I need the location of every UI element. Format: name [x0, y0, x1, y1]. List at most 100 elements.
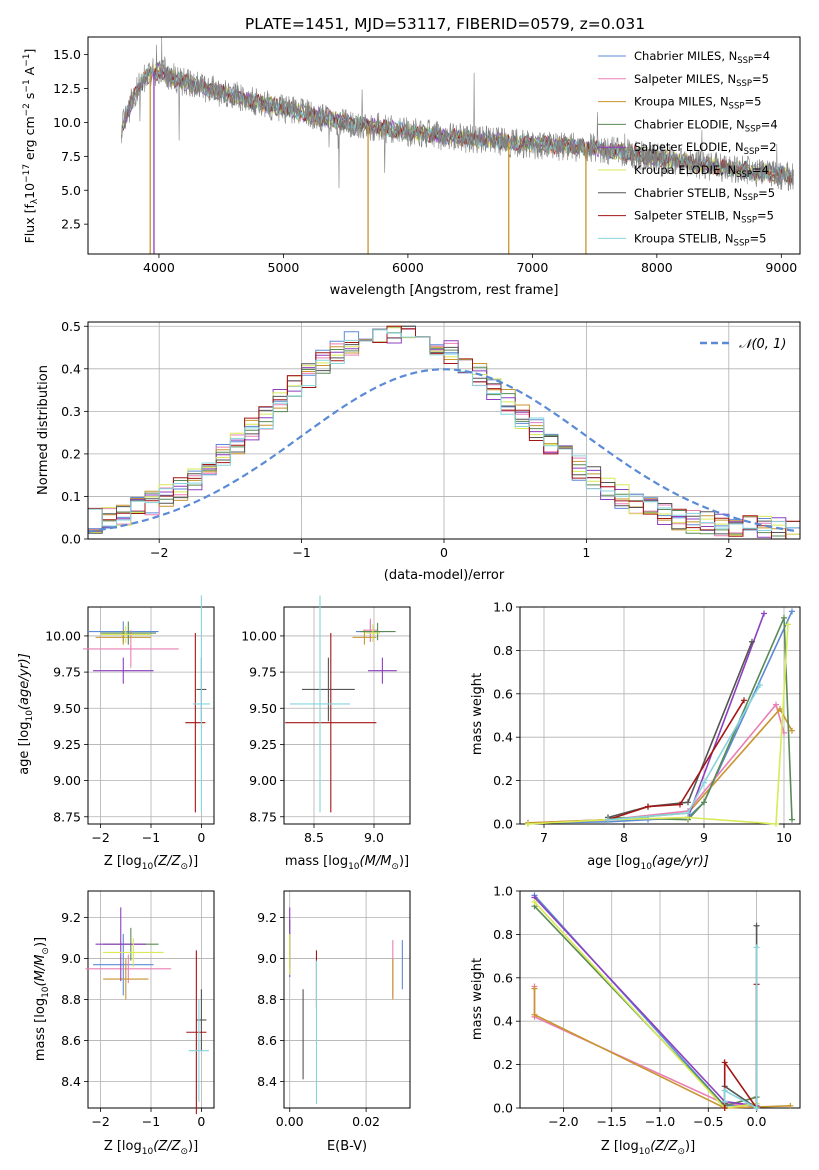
spectrum-observed [121, 37, 794, 191]
massweight_vs_age-marker-5-4 [785, 621, 791, 628]
legend-label-count-6: =5 [758, 186, 775, 200]
massweight_vs_age-marker-2-3 [777, 705, 783, 712]
spectrum-xtick-label-5: 9000 [765, 260, 797, 275]
age_vs_mass-ytick-label-2: 9.25 [249, 737, 277, 752]
legend-label-text-7: Salpeter STELIB, N [634, 209, 741, 223]
massweight_vs_Z-marker-5-0 [531, 898, 538, 905]
legend-label-0: Chabrier MILES, NSSP=4 [634, 49, 770, 66]
legend-label-count-5: =4 [752, 163, 769, 177]
massweight_vs_Z-marker-8-2 [753, 1105, 760, 1111]
mass_vs_ebv-ytick-label-1: 8.6 [257, 1033, 277, 1048]
histogram-y-label: Normed distribution [36, 365, 51, 495]
legend-label-text-2: Kroupa MILES, N [634, 95, 729, 109]
massweight_vs_age-series-7 [607, 699, 745, 821]
legend-label-text-4: Salpeter ELODIE, N [634, 140, 744, 154]
massweight_vs_Z-xtick-label-0: −2.0 [548, 1114, 578, 1129]
massweight_vs_Z-ytick-label-2: 0.4 [493, 1014, 513, 1029]
legend-label-text-1: Salpeter MILES, N [634, 72, 736, 86]
legend-label-count-8: =5 [749, 231, 766, 245]
spectrum-xtick-label-1: 5000 [268, 260, 300, 275]
massweight_vs_Z-ytick-label-4: 0.8 [493, 927, 513, 942]
spectrum-ytick-label-2: 7.5 [61, 149, 81, 164]
mass_vs_Z-ytick-label-2: 8.8 [61, 992, 81, 1007]
massweight_vs_Z-marker-8-3 [753, 944, 760, 951]
legend-label-text-5: Kroupa ELODIE, N [634, 163, 736, 177]
massweight_vs_Z-marker-8-1 [721, 1087, 728, 1094]
figure-title: PLATE=1451, MJD=53117, FIBERID=0579, z=0… [245, 15, 645, 33]
massweight_vs_age-marker-3-4 [789, 816, 795, 823]
spectrum-panel: 4000 5000 6000 7000 8000 9000 2.5 5.0 7.5 10.0 12.… [22, 36, 801, 298]
legend-label-sub-0: SSP [737, 56, 753, 66]
age_vs_mass-ytick-label-3: 9.50 [249, 701, 277, 716]
massweight_vs_Z-marker-2-1 [531, 1011, 538, 1018]
mass-vs-metallicity-panel: −2 −1 0 8.4 8.6 8.8 9.0 9.2 [61, 890, 215, 1129]
legend-label-sub-6: SSP [742, 193, 758, 203]
residuals-ytick-label-5: 0.5 [61, 319, 81, 334]
massweight_vs_Z-series-3 [533, 905, 757, 1107]
residuals-ytick-label-0: 0.0 [61, 532, 81, 547]
legend-label-sub-7: SSP [741, 216, 757, 226]
residual-histogram-panel: −2 −1 0 1 2 0.0 0.1 0.2 0.3 0.4 0.5 𝒩(0, 1) (data-… [36, 319, 801, 583]
age_vs_mass-ytick-label-0: 8.75 [249, 809, 277, 824]
age_vs_Z-ytick-label-2: 9.25 [53, 737, 81, 752]
hist-model-8 [88, 329, 800, 537]
normal-legend-label: 𝒩(0, 1) [739, 337, 786, 352]
massweight_vs_age-marker-8-3 [757, 682, 763, 689]
spectrum-xtick-label-4: 8000 [641, 260, 673, 275]
age_vs_mass-xtick-label-0: 8.5 [304, 830, 324, 845]
legend-label-5: Kroupa ELODIE, NSSP=4 [634, 163, 769, 180]
legend-label-count-7: =5 [757, 209, 774, 223]
massweight-vs-age-panel: 7 8 9 10 0.0 0.2 0.4 0.6 0.8 1.0 [493, 600, 801, 845]
residuals-ytick-label-1: 0.1 [61, 489, 81, 504]
massweight_vs_age-xtick-label-0: 7 [540, 830, 548, 845]
spectrum-frame [87, 36, 801, 255]
legend-label-sub-2: SSP [729, 102, 745, 112]
massweight_vs_age-ytick-label-4: 0.8 [493, 643, 513, 658]
massweight_vs_Z-xtick-label-2: −1.0 [645, 1114, 675, 1129]
massweight_vs_Z-xtick-label-3: −0.5 [693, 1114, 723, 1129]
massweight_vs_Z-frame [519, 890, 801, 1109]
age_vs_mass-frame [283, 606, 411, 825]
spectrum-ytick-label-1: 5.0 [61, 183, 81, 198]
ageM-x-label: mass [log10(M/M⊙)] [285, 854, 409, 872]
age_vs_Z-frame [87, 606, 215, 825]
mass_vs_ebv-ytick-label-4: 9.2 [257, 910, 277, 925]
age_vs_Z-xtick-label-0: −2 [91, 830, 109, 845]
massweight_vs_age-marker-1-3 [773, 701, 779, 708]
spectrum-x-label: wavelength [Angstrom, rest frame] [330, 283, 559, 298]
mass_vs_ebv-ytick-label-0: 8.4 [257, 1074, 277, 1089]
mass_vs_ebv-xtick-label-0: 0.00 [276, 1114, 304, 1129]
mass_vs_ebv-xtick-label-1: 0.02 [352, 1114, 380, 1129]
legend-label-8: Kroupa STELIB, NSSP=5 [634, 231, 766, 248]
mass_vs_ebv-ytick-label-2: 8.8 [257, 992, 277, 1007]
mwZ-x-label: Z [log10(Z/Z⊙)] [601, 1139, 695, 1157]
age_vs_mass-ytick-label-4: 9.75 [249, 665, 277, 680]
massweight_vs_age-marker-0-2 [645, 816, 651, 823]
massweight_vs_Z-ytick-label-3: 0.6 [493, 970, 513, 985]
mass_vs_Z-ytick-label-1: 8.6 [61, 1033, 81, 1048]
massweight_vs_Z-series-2 [533, 988, 791, 1109]
residuals-xtick-label-1: −1 [292, 545, 310, 560]
massweight_vs_age-marker-4-1 [761, 610, 767, 617]
massweight_vs_age-marker-3-2 [701, 799, 707, 806]
mass_vs_ebv-ytick-label-3: 9.0 [257, 951, 277, 966]
massweight_vs_age-xtick-label-1: 8 [620, 830, 628, 845]
massweight_vs_age-ytick-label-1: 0.2 [493, 773, 513, 788]
age_vs_mass-xtick-label-1: 9.0 [364, 830, 384, 845]
residuals-xtick-label-2: 0 [440, 545, 448, 560]
legend-label-count-1: =5 [752, 72, 769, 86]
massweight_vs_Z-xtick-label-4: 0.0 [747, 1114, 767, 1129]
massZ-y-label: mass [log10(M/M⊙)] [33, 937, 51, 1061]
age_vs_Z-xtick-label-1: −1 [142, 830, 160, 845]
legend-label-6: Chabrier STELIB, NSSP=5 [634, 186, 775, 203]
legend-label-4: Salpeter ELODIE, NSSP=2 [634, 140, 777, 157]
massweight_vs_Z-marker-7-1 [721, 1059, 728, 1066]
massweight_vs_age-marker-8-0 [605, 816, 611, 823]
massweight_vs_age-marker-7-3 [741, 697, 747, 704]
massweight_vs_age-series-4 [687, 613, 765, 818]
histogram-legend: 𝒩(0, 1) [700, 337, 786, 352]
spectrum-xtick-label-0: 4000 [143, 260, 175, 275]
massweight_vs_age-ytick-label-2: 0.4 [493, 730, 513, 745]
massweight_vs_age-marker-5-3 [773, 821, 779, 827]
massweight_vs_age-series-8 [607, 684, 761, 821]
